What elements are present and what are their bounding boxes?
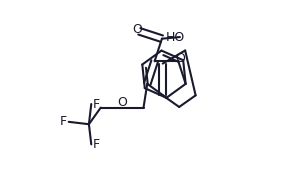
Text: F: F (92, 98, 99, 111)
Text: F: F (60, 115, 67, 128)
Text: HO: HO (166, 30, 185, 44)
Text: F: F (92, 138, 99, 151)
Text: O: O (175, 52, 185, 65)
Text: O: O (132, 23, 142, 36)
Text: O: O (117, 96, 127, 109)
